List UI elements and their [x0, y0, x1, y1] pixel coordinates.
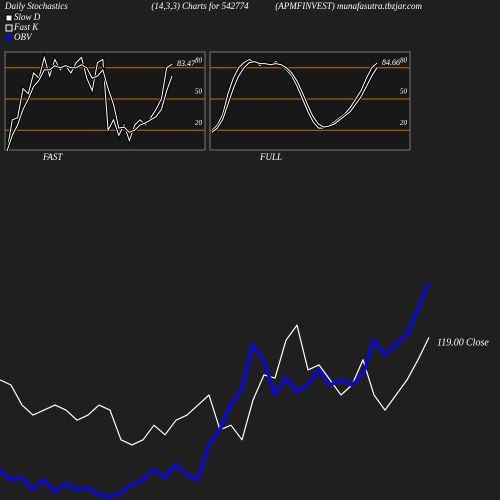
legend-label: Slow D — [14, 12, 41, 22]
y-tick-label: 80 — [195, 56, 203, 64]
annotation: 83.47 — [177, 59, 196, 68]
legend-label: Fast K — [13, 22, 39, 32]
y-tick-label: 80 — [400, 56, 408, 64]
line — [211, 58, 378, 131]
legend-swatch — [5, 24, 13, 32]
annotation: 84.66 — [382, 58, 400, 67]
legend-swatch — [5, 14, 13, 22]
line — [0, 324, 430, 446]
y-tick-label: 50 — [195, 88, 203, 96]
line — [0, 282, 431, 499]
header-left: Daily Stochastics — [4, 1, 68, 11]
y-tick-label: 20 — [195, 119, 203, 127]
legend-label: OBV — [14, 32, 33, 42]
annotation-caption: Close — [466, 338, 489, 349]
panel-title: FULL — [259, 152, 282, 162]
header-right: (APMFINVEST) munafasutra.tbzjar.com — [275, 1, 422, 11]
line — [211, 61, 378, 133]
y-tick-label: 50 — [400, 88, 408, 96]
annotation: 119.00 — [437, 338, 464, 349]
legend-swatch — [6, 35, 12, 41]
y-tick-label: 20 — [400, 119, 408, 127]
header-center: (14,3,3) Charts for 542774 — [151, 1, 249, 11]
panel-title: FAST — [42, 152, 63, 162]
line — [6, 64, 173, 152]
